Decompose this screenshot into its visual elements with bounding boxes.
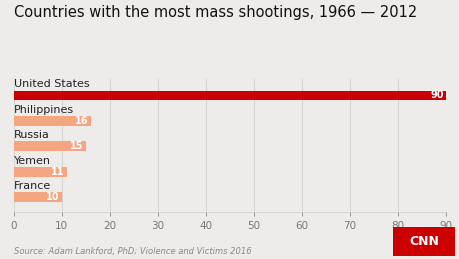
Bar bbox=[14, 91, 445, 100]
Text: 16: 16 bbox=[75, 116, 88, 126]
Text: United States: United States bbox=[14, 80, 89, 89]
Text: CNN: CNN bbox=[409, 235, 438, 248]
Bar bbox=[14, 141, 86, 151]
Text: France: France bbox=[14, 181, 51, 191]
Text: Yemen: Yemen bbox=[14, 156, 50, 166]
Bar bbox=[14, 167, 67, 177]
Text: Source: Adam Lankford, PhD; Violence and Victims 2016: Source: Adam Lankford, PhD; Violence and… bbox=[14, 247, 251, 256]
Bar bbox=[14, 192, 62, 202]
Text: 90: 90 bbox=[429, 90, 443, 100]
Text: Countries with the most mass shootings, 1966 — 2012: Countries with the most mass shootings, … bbox=[14, 5, 416, 20]
Text: Russia: Russia bbox=[14, 130, 50, 140]
Text: 15: 15 bbox=[70, 141, 83, 151]
Text: 10: 10 bbox=[46, 192, 59, 202]
Bar bbox=[14, 116, 90, 126]
Text: Philippines: Philippines bbox=[14, 105, 74, 115]
Text: 11: 11 bbox=[50, 167, 64, 177]
